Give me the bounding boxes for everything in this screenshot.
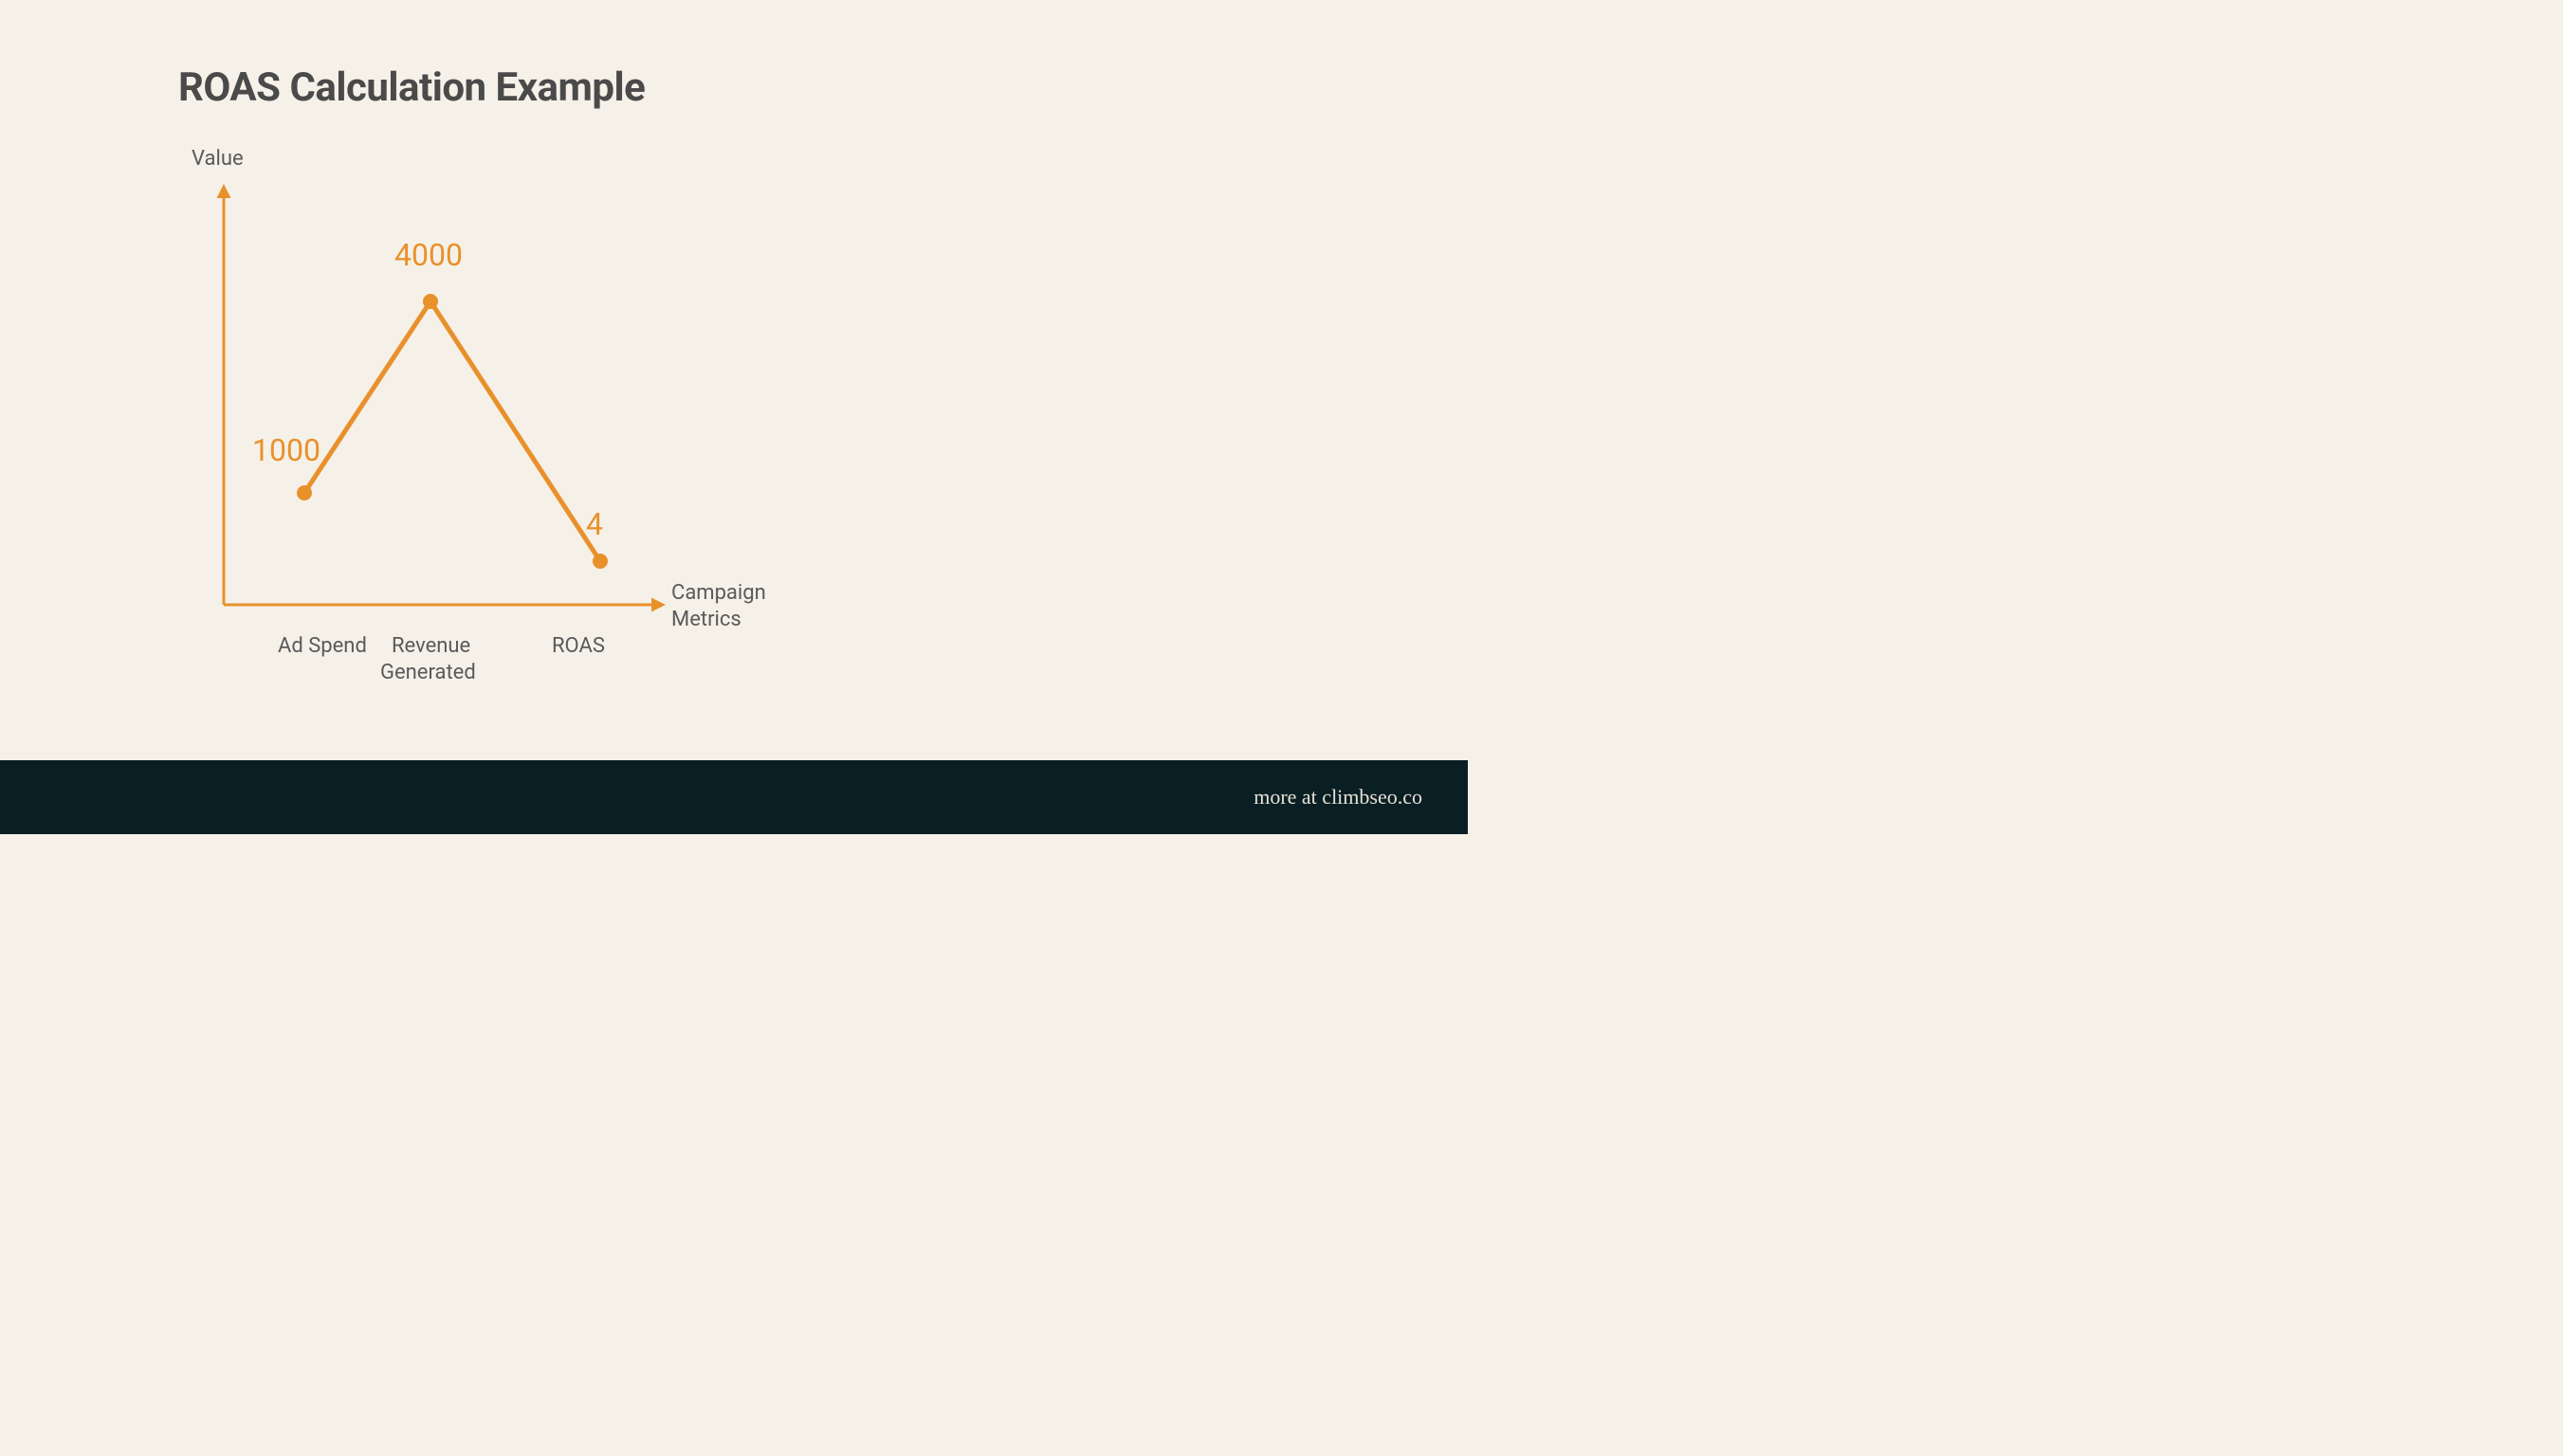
chart-svg: 1000 4000 4 Ad Spend Revenue Generated ROAS Val… [178,133,842,720]
value-label-1: 4000 [394,237,463,273]
value-label-0: 1000 [252,432,320,468]
data-point-2 [593,554,608,569]
category-label-1-l2: Generated [380,661,476,684]
value-label-2: 4 [586,506,603,542]
data-line [304,301,600,561]
slide-stage: ROAS Calculation Example 1000 4000 4 Ad Spe… [0,0,1468,834]
category-label-2: ROAS [552,634,605,658]
data-point-1 [423,294,438,309]
category-label-1-l1: Revenue [392,634,470,658]
x-axis-label-l1: Metrics [671,608,741,631]
footer-bar: more at climbseo.co [0,760,1468,834]
x-axis-label-l0: Campaign [671,581,766,605]
footer-text: more at climbseo.co [1254,785,1422,810]
chart-title: ROAS Calculation Example [178,64,645,111]
category-label-0: Ad Spend [278,634,367,658]
roas-chart: 1000 4000 4 Ad Spend Revenue Generated ROAS Val… [178,133,842,720]
data-point-0 [297,485,312,500]
y-axis-label: Value [192,147,244,171]
